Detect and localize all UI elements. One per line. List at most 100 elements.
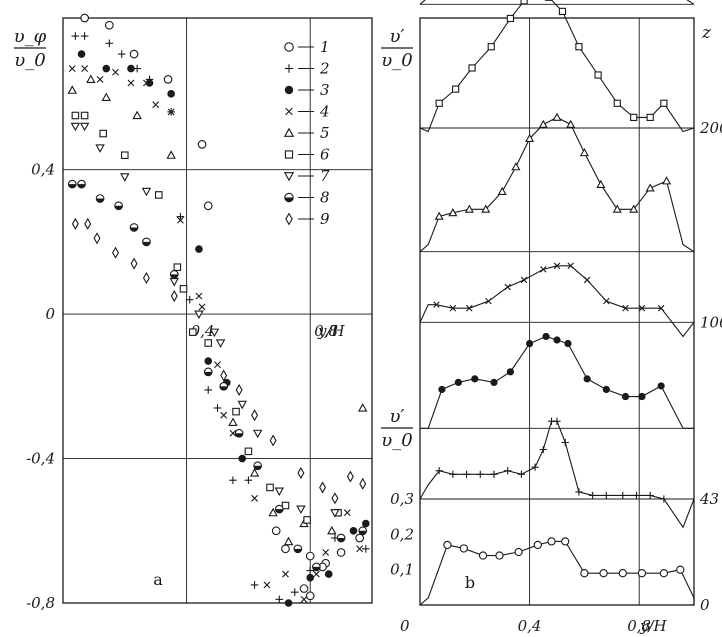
data-point	[199, 304, 205, 310]
panel-a-y-tick-label: 0,4	[31, 161, 55, 179]
data-point-shape	[306, 552, 314, 560]
profile-point	[638, 570, 645, 577]
data-point-shape	[68, 86, 76, 93]
data-point	[102, 94, 110, 101]
data-point	[214, 362, 220, 368]
profile-point	[463, 471, 470, 478]
panel-b-y-tick-label: 0,3	[390, 490, 414, 508]
data-point-shape	[276, 488, 284, 495]
data-point-shape	[350, 527, 358, 535]
data-point-shape	[180, 286, 186, 292]
profile-point	[631, 114, 637, 120]
data-point	[100, 130, 106, 136]
data-point	[164, 76, 172, 84]
profile-point	[460, 545, 467, 552]
data-point	[130, 224, 138, 232]
data-point	[251, 469, 259, 476]
legend-label-7: 7	[320, 167, 330, 185]
profile-point-shape	[647, 114, 653, 120]
profile-point	[505, 284, 511, 290]
data-point	[320, 483, 326, 493]
profile-point-shape	[438, 386, 445, 393]
legend-marker-9-shape	[286, 214, 292, 225]
data-point-shape	[113, 248, 119, 258]
data-point-shape	[360, 479, 366, 489]
profile-point	[515, 548, 522, 555]
data-point	[313, 563, 321, 571]
data-point	[304, 517, 310, 523]
data-point	[72, 112, 78, 118]
legend-entry-4: 4	[286, 103, 330, 121]
profile-point	[638, 393, 645, 400]
profile-point	[449, 471, 456, 478]
data-point-shape	[156, 192, 162, 198]
profile-point	[603, 386, 610, 393]
data-point	[300, 585, 308, 593]
data-point	[254, 430, 262, 437]
data-point	[337, 549, 345, 557]
profile-point-shape	[622, 393, 629, 400]
data-point	[81, 32, 89, 40]
legend-entry-3: 3	[285, 81, 330, 99]
profile-point-shape	[496, 552, 503, 559]
data-point	[359, 527, 367, 535]
data-point	[294, 545, 302, 553]
data-point	[306, 552, 314, 560]
panel-b-z-tick-label: 43	[699, 490, 719, 508]
series-6	[72, 112, 341, 523]
series-7	[72, 123, 339, 516]
data-point-shape	[285, 538, 293, 545]
data-point	[144, 273, 150, 283]
panel-a-y-tick-label: -0,4	[26, 450, 55, 468]
profile-5	[420, 114, 694, 252]
data-point-shape	[252, 410, 258, 420]
profile-point	[647, 114, 653, 120]
data-point-shape	[300, 585, 308, 593]
data-point	[360, 479, 366, 489]
panel-a-y-tick-label: -0,8	[26, 594, 55, 612]
panel-b-z-axis-label: z	[701, 23, 712, 43]
profile-point	[622, 393, 629, 400]
data-point	[190, 329, 196, 335]
panel-b-y-tick-label: 0,2	[390, 525, 414, 543]
profile-point	[548, 538, 555, 545]
profile-point	[562, 439, 569, 446]
data-point-shape	[174, 264, 180, 270]
data-point-shape	[356, 534, 364, 542]
data-point	[306, 574, 314, 582]
data-point	[221, 371, 227, 381]
profile-point	[486, 298, 492, 304]
profile-point	[661, 100, 667, 106]
data-point-shape	[167, 151, 175, 158]
profile-point	[677, 566, 684, 573]
panel-b-frame	[420, 18, 694, 605]
data-point	[251, 581, 259, 589]
data-point	[297, 506, 305, 513]
data-point	[81, 112, 87, 118]
panel-a-y-axis-label-denominator: υ_0	[14, 50, 45, 71]
panel-b-z-tick-label: 0	[700, 596, 710, 614]
data-point-shape	[254, 430, 262, 437]
data-point	[272, 527, 280, 535]
legend-entry-9: 9	[286, 210, 330, 228]
data-point	[153, 102, 159, 108]
legend-marker-9	[286, 214, 292, 225]
data-point-shape	[85, 219, 91, 229]
legend-entry-5: 5	[285, 124, 330, 142]
data-point	[298, 468, 304, 478]
data-point	[235, 429, 243, 437]
data-point	[282, 545, 290, 553]
profile-point-shape	[584, 375, 591, 382]
panel-a-legend: 123456789	[285, 38, 330, 228]
profile-point-shape	[444, 541, 451, 548]
data-point-shape	[236, 385, 242, 395]
profile-point	[584, 375, 591, 382]
data-point-shape	[251, 469, 259, 476]
data-point	[106, 21, 114, 29]
data-point	[112, 69, 118, 75]
profile-point-shape	[567, 121, 574, 127]
profile-point	[553, 336, 560, 343]
profile-point	[521, 277, 527, 283]
data-point	[270, 436, 276, 446]
profile-point-shape	[638, 393, 645, 400]
